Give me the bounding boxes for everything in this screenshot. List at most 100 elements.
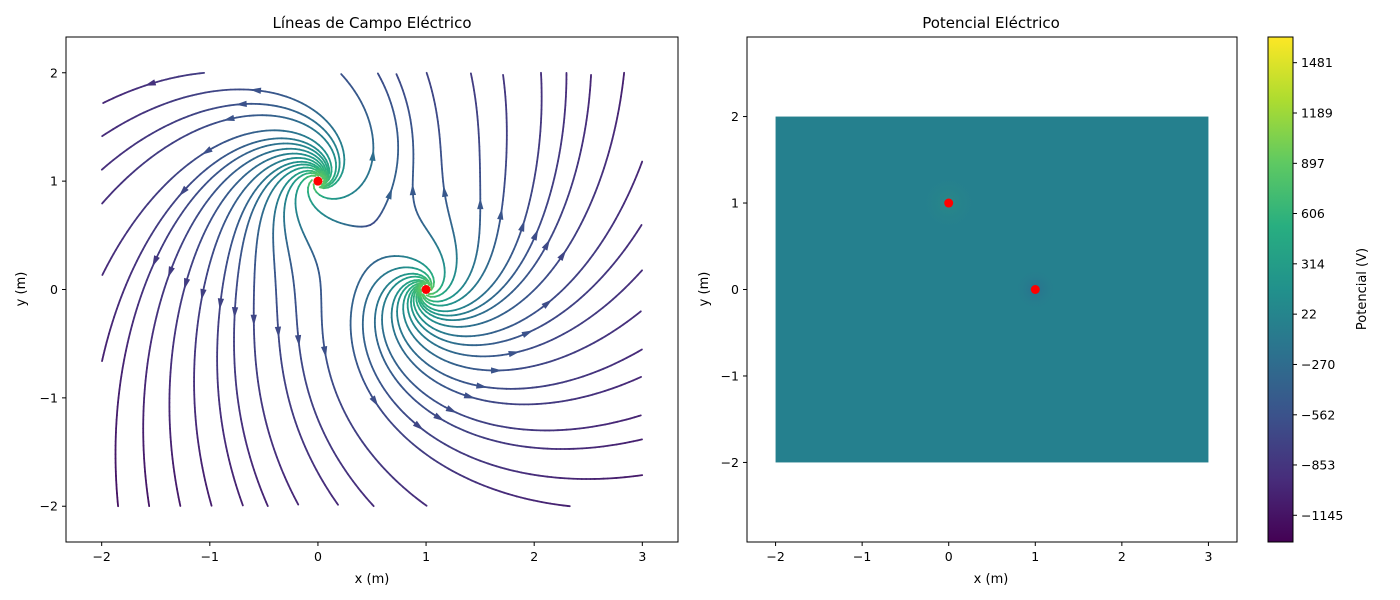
potential-x-axis-label: x (m) xyxy=(974,572,1009,587)
streamplot-y-ticks: −2 −1 0 1 2 xyxy=(40,65,66,514)
y-tick-label: 1 xyxy=(731,196,739,211)
streamline-segment xyxy=(640,160,644,165)
y-tick-label: 2 xyxy=(50,65,58,80)
streamplot-x-axis-label: x (m) xyxy=(355,572,390,587)
streamline-segment xyxy=(425,71,429,76)
x-tick-label: 0 xyxy=(945,549,953,564)
streamline-arrow xyxy=(409,183,417,196)
streamlines xyxy=(100,71,644,508)
streamline-arrow xyxy=(491,367,503,374)
streamline-arrow xyxy=(433,412,445,422)
streamline-segment xyxy=(376,72,380,77)
streamline-segment xyxy=(295,499,300,506)
streamline-segment xyxy=(636,438,643,442)
streamline-arrow xyxy=(200,288,207,301)
streamline-arrow xyxy=(445,405,457,414)
streamline-segment xyxy=(335,502,339,506)
streamplot-x-ticks: −2 −1 0 1 2 3 xyxy=(92,542,646,564)
colorbar-tick-label: 314 xyxy=(1301,256,1325,271)
streamline-arrow xyxy=(250,314,257,326)
streamline-arrow xyxy=(249,87,262,94)
streamline-arrow xyxy=(152,255,160,267)
y-tick-label: −1 xyxy=(721,368,739,383)
streamline-arrow xyxy=(167,266,175,278)
x-tick-label: −1 xyxy=(201,549,219,564)
streamline-segment xyxy=(147,500,151,507)
potential-panel: Potencial Eléctrico −2 −1 0 1 2 3 −2 −1 0 1 2 x (… xyxy=(697,14,1238,587)
streamline-arrow xyxy=(178,185,189,197)
streamline-segment xyxy=(636,474,644,477)
colorbar-tick-label: 22 xyxy=(1301,307,1317,322)
potential-x-ticks: −2 −1 0 1 2 3 xyxy=(766,542,1212,564)
x-tick-label: −2 xyxy=(766,549,784,564)
streamline-segment xyxy=(100,167,105,171)
streamplot-panel: Líneas de Campo Eléctrico −2 −1 0 1 2 3 −2 −1 0… xyxy=(14,14,679,587)
x-tick-label: 2 xyxy=(1118,549,1126,564)
charge-markers xyxy=(313,176,431,294)
streamline-segment xyxy=(178,500,182,507)
colorbar-label: Potencial (V) xyxy=(1355,248,1370,330)
y-tick-label: −2 xyxy=(721,455,739,470)
streamline-arrow xyxy=(477,197,484,210)
streamline-arrow xyxy=(369,395,379,407)
potential-y-axis-label: y (m) xyxy=(697,272,712,307)
streamline-arrow xyxy=(217,298,225,310)
streamline-arrow xyxy=(385,187,393,200)
streamline-arrow xyxy=(369,149,376,162)
x-tick-label: −1 xyxy=(853,549,871,564)
streamline-arrow xyxy=(508,350,520,358)
streamline-segment xyxy=(637,414,642,417)
streamline-arrow xyxy=(144,79,157,86)
streamline-segment xyxy=(502,73,505,81)
colorbar-tick-label: 1481 xyxy=(1301,55,1333,70)
colorbar-tick-label: −1145 xyxy=(1301,508,1343,523)
x-tick-label: 1 xyxy=(422,549,430,564)
streamline-segment xyxy=(636,376,642,380)
streamline-segment xyxy=(101,132,107,138)
charge-point xyxy=(313,176,323,186)
colorbar: −1145 −853 −562 −270 22 314 606 897 1189 1481 Pot… xyxy=(1267,36,1370,543)
x-tick-label: 3 xyxy=(638,549,646,564)
x-tick-label: 0 xyxy=(314,549,322,564)
streamline-segment xyxy=(395,73,400,80)
colorbar-tick-label: 606 xyxy=(1301,206,1325,221)
streamline-arrow xyxy=(541,299,553,309)
streamline-arrow xyxy=(476,382,488,389)
charge-point xyxy=(1030,285,1040,294)
streamline-segment xyxy=(340,73,345,79)
y-tick-label: 2 xyxy=(731,109,739,124)
colorbar-gradient xyxy=(1268,37,1293,542)
streamline-arrow xyxy=(235,100,247,107)
potential-title: Potencial Eléctrico xyxy=(922,14,1060,32)
streamline-segment xyxy=(469,72,473,79)
streamline-segment xyxy=(101,200,105,205)
colorbar-tick-label: 897 xyxy=(1301,156,1325,171)
streamline-arrow xyxy=(442,185,449,198)
colorbar-frame xyxy=(1267,36,1294,543)
streamline-arrow xyxy=(294,334,302,347)
streamline-segment xyxy=(422,502,428,507)
streamline-segment xyxy=(639,269,643,273)
colorbar-tick-label: −853 xyxy=(1301,457,1335,472)
streamline-arrow xyxy=(518,220,525,232)
streamline-arrow xyxy=(184,277,191,290)
streamline-segment xyxy=(638,224,643,230)
streamplot-title: Líneas de Campo Eléctrico xyxy=(272,14,471,32)
colorbar-tick-label: −270 xyxy=(1301,357,1335,372)
streamline-arrow xyxy=(530,229,539,241)
streamline-arrow xyxy=(274,326,282,338)
streamline-arrow xyxy=(223,114,235,122)
colorbar-tick-label: 1189 xyxy=(1301,106,1333,121)
x-tick-label: 2 xyxy=(530,549,538,564)
y-tick-label: −2 xyxy=(40,499,58,514)
y-tick-label: −1 xyxy=(40,390,58,405)
streamline-segment xyxy=(102,101,106,104)
colorbar-ticks: −1145 −853 −562 −270 22 314 606 897 1189 1481 xyxy=(1293,55,1343,523)
streamline-arrow xyxy=(412,420,424,431)
potential-y-ticks: −2 −1 0 1 2 xyxy=(721,109,747,470)
streamline-segment xyxy=(637,348,643,353)
x-tick-label: 1 xyxy=(1031,549,1039,564)
potential-heatmap xyxy=(775,116,1209,463)
streamline-segment xyxy=(101,272,105,276)
